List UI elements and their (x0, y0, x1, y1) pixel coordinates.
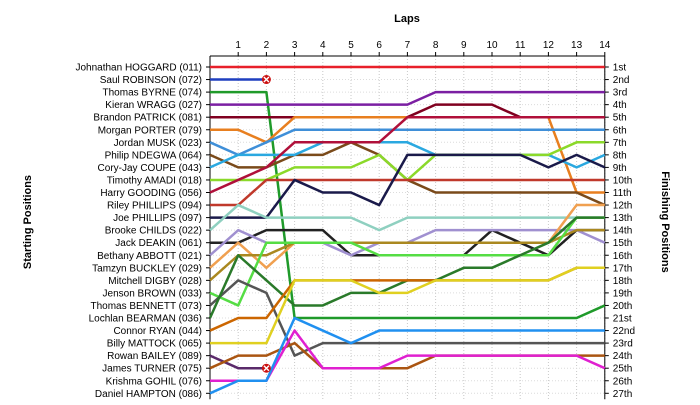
finishing-position-label: 5th (613, 113, 627, 124)
retire-marker-cross (263, 365, 270, 372)
finishing-position-label: 4th (613, 100, 627, 111)
lap-tick-label: 10 (486, 40, 498, 51)
driver-label: Saul ROBINSON (072) (100, 75, 202, 86)
driver-label: Connor RYAN (044) (113, 326, 202, 337)
finishing-position-label: 27th (613, 389, 632, 400)
driver-label: Daniel HAMPTON (086) (95, 389, 202, 400)
finishing-position-label: 23rd (613, 339, 633, 350)
finishing-position-label: 16th (613, 251, 632, 262)
y-axis-title-left: Starting Positions (22, 175, 34, 269)
driver-label: Lochlan BEARMAN (036) (89, 314, 202, 325)
driver-label: Rowan BAILEY (089) (107, 351, 202, 362)
finishing-position-label: 24th (613, 351, 632, 362)
driver-label: Tamzyn BUCKLEY (029) (92, 263, 202, 274)
lap-tick-label: 13 (571, 40, 583, 51)
finishing-position-label: 6th (613, 125, 627, 136)
driver-label: Morgan PORTER (079) (98, 125, 202, 136)
lap-tick-label: 2 (264, 40, 270, 51)
driver-label: Riley PHILLIPS (094) (107, 201, 202, 212)
driver-label: Timothy AMADI (018) (107, 175, 202, 186)
driver-label: Kieran WRAGG (027) (105, 100, 202, 111)
driver-label: Thomas BENNETT (073) (90, 301, 202, 312)
finishing-position-label: 22nd (613, 326, 635, 337)
finishing-position-label: 15th (613, 238, 632, 249)
finishing-position-label: 12th (613, 201, 632, 212)
series-line (210, 153, 606, 219)
finishing-position-label: 25th (613, 364, 632, 375)
series-line (209, 115, 605, 194)
finishing-position-label: 17th (613, 263, 632, 274)
driver-label: Jenson BROWN (033) (103, 288, 202, 299)
finishing-position-label: 3rd (613, 88, 627, 99)
finishing-position-label: 8th (613, 150, 627, 161)
driver-label: Johnathan HOGGARD (011) (75, 63, 202, 74)
driver-label: Thomas BYRNE (074) (103, 88, 202, 99)
driver-labels: Johnathan HOGGARD (011)Saul ROBINSON (07… (75, 63, 635, 400)
lap-tick-label: 7 (405, 40, 411, 51)
driver-label: Brandon PATRICK (081) (93, 113, 202, 124)
series-line (209, 228, 605, 282)
lap-tick-label: 9 (461, 40, 467, 51)
finishing-position-label: 2nd (613, 75, 630, 86)
finishing-position-label: 19th (613, 288, 632, 299)
driver-label: Brooke CHILDS (022) (105, 226, 202, 237)
lap-tick-label: 6 (376, 40, 382, 51)
driver-label: Cory-Jay COUPE (043) (98, 163, 202, 174)
series-line (210, 266, 605, 345)
lap-tick-label: 14 (599, 40, 611, 51)
series-line (209, 279, 605, 357)
driver-label: Krishma GOHIL (076) (106, 376, 202, 387)
lap-tick-label: 5 (348, 40, 354, 51)
lap-tick-label: 11 (515, 40, 526, 51)
finishing-position-label: 20th (613, 301, 632, 312)
finishing-position-label: 1st (613, 63, 627, 74)
driver-label: James TURNER (075) (102, 364, 202, 375)
driver-label: Billy MATTOCK (065) (107, 339, 202, 350)
series-line (209, 316, 605, 395)
series-lines (208, 65, 606, 395)
series-line (209, 216, 605, 307)
driver-label: Philip NDEGWA (064) (105, 150, 202, 161)
driver-label: Jordan MUSK (023) (114, 138, 202, 149)
series-line (210, 90, 606, 320)
finishing-position-label: 14th (613, 226, 632, 237)
series-line (209, 128, 605, 157)
lap-tick-label: 1 (235, 40, 241, 51)
y-axis-title-right: Finishing Positions (659, 171, 671, 272)
finishing-position-label: 7th (613, 138, 627, 149)
lap-tick-label: 12 (543, 40, 555, 51)
lap-tick-label: 3 (292, 40, 298, 51)
retire-marker-cross (263, 76, 270, 83)
x-axis-title: Laps (394, 13, 420, 25)
finishing-position-label: 11th (613, 188, 632, 199)
series-line (210, 178, 605, 207)
finishing-position-label: 21st (613, 314, 632, 325)
driver-label: Harry GOODING (056) (100, 188, 202, 199)
finishing-position-label: 26th (613, 376, 632, 387)
finishing-position-label: 10th (613, 175, 632, 186)
retire-markers (261, 75, 271, 373)
finishing-position-label: 13th (613, 213, 632, 224)
series-line (209, 354, 267, 370)
lap-tick-label: 8 (433, 40, 439, 51)
driver-label: Mitchell DIGBY (028) (108, 276, 202, 287)
lap-tick-label: 4 (320, 40, 326, 51)
driver-label: Bethany ABBOTT (021) (97, 251, 202, 262)
finishing-position-label: 9th (613, 163, 627, 174)
driver-label: Jack DEAKIN (061) (115, 238, 202, 249)
series-line (210, 329, 606, 382)
driver-label: Joe PHILLIPS (097) (113, 213, 202, 224)
finishing-position-label: 18th (613, 276, 632, 287)
series-line (210, 90, 605, 106)
series-line (209, 203, 605, 232)
